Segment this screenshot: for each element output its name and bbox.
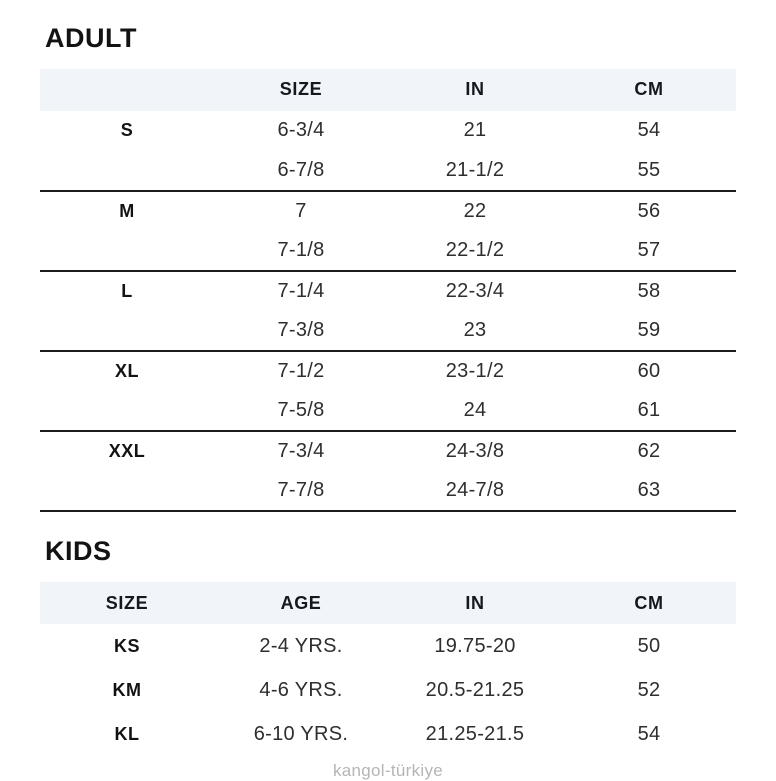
kids-header-in: IN: [388, 582, 562, 625]
table-row: S 6-3/4 21 54: [40, 111, 736, 151]
cell-in: 21: [463, 119, 487, 142]
cell-cm: 55: [562, 150, 736, 192]
table-row: 7-5/8 24 61: [40, 390, 736, 432]
cell-size: 7-1/4: [277, 279, 325, 302]
cell-in: 24-7/8: [388, 470, 562, 512]
cell-cm: 59: [562, 310, 736, 352]
watermark-text: kangol-türkiye: [332, 761, 444, 781]
kids-header-size: SIZE: [40, 582, 214, 625]
table-row: KM 4-6 YRS. 20.5-21.25 52: [40, 668, 736, 712]
cell-cm: 54: [637, 722, 661, 745]
cell-size: 7-7/8: [214, 470, 388, 512]
cell-in: 21.25-21.5: [425, 722, 525, 745]
cell-in: 20.5-21.25: [425, 678, 525, 701]
adult-size-table: SIZE IN CM S 6-3/4 21 54 6-7/8 21-1/2 55…: [40, 68, 736, 512]
adult-header-cm: CM: [562, 68, 736, 111]
table-row: 7-7/8 24-7/8 63: [40, 470, 736, 512]
size-label-l: L: [121, 280, 133, 301]
cell-size: 6-3/4: [277, 119, 325, 142]
size-label-s: S: [120, 120, 134, 141]
table-row: 7-1/8 22-1/2 57: [40, 230, 736, 272]
cell-in: 22-3/4: [445, 279, 505, 302]
cell-cm: 62: [637, 439, 661, 462]
cell-size: 7: [295, 199, 307, 222]
cell-in: 23: [388, 310, 562, 352]
cell-in: 21-1/2: [388, 150, 562, 192]
cell-cm: 50: [637, 634, 661, 657]
cell-cm: 56: [637, 199, 661, 222]
kids-header-cm: CM: [562, 582, 736, 625]
table-row: XL 7-1/2 23-1/2 60: [40, 351, 736, 391]
cell-blank: [40, 470, 214, 512]
size-label-ks: KS: [113, 635, 140, 656]
cell-in: 23-1/2: [445, 359, 505, 382]
size-label-m: M: [119, 200, 135, 221]
cell-size: 7-1/2: [277, 359, 325, 382]
table-row: M 7 22 56: [40, 191, 736, 231]
cell-blank: [40, 150, 214, 192]
kids-section-title: KIDS: [45, 535, 112, 566]
cell-size: 7-3/4: [277, 439, 325, 462]
adult-header-blank: [40, 68, 214, 111]
cell-age: 6-10 YRS.: [253, 722, 349, 745]
adult-header-in: IN: [388, 68, 562, 111]
table-row: 7-3/8 23 59: [40, 310, 736, 352]
cell-blank: [40, 310, 214, 352]
cell-age: 4-6 YRS.: [259, 678, 343, 701]
cell-blank: [40, 390, 214, 432]
kids-header-age: AGE: [214, 582, 388, 625]
cell-size: 6-7/8: [214, 150, 388, 192]
cell-in: 22-1/2: [388, 230, 562, 272]
cell-cm: 60: [637, 359, 661, 382]
cell-age: 2-4 YRS.: [259, 634, 343, 657]
table-row: KS 2-4 YRS. 19.75-20 50: [40, 624, 736, 668]
size-label-km: KM: [112, 679, 142, 700]
size-label-kl: KL: [114, 723, 140, 744]
adult-section-title: ADULT: [45, 23, 137, 53]
cell-size: 7-3/8: [214, 310, 388, 352]
cell-cm: 57: [562, 230, 736, 272]
size-label-xl: XL: [114, 360, 139, 381]
kids-size-table: SIZE AGE IN CM KS 2-4 YRS. 19.75-20 50 K…: [40, 582, 736, 756]
cell-cm: 52: [637, 678, 661, 701]
adult-header-size: SIZE: [214, 68, 388, 111]
cell-in: 19.75-20: [434, 634, 516, 657]
cell-cm: 58: [637, 279, 661, 302]
table-row: 6-7/8 21-1/2 55: [40, 150, 736, 192]
cell-cm: 54: [637, 119, 661, 142]
table-row: XXL 7-3/4 24-3/8 62: [40, 431, 736, 471]
cell-blank: [40, 230, 214, 272]
kids-table-header-row: SIZE AGE IN CM: [40, 582, 736, 625]
cell-cm: 61: [562, 390, 736, 432]
cell-in: 22: [463, 199, 487, 222]
cell-in: 24-3/8: [445, 439, 505, 462]
cell-size: 7-5/8: [214, 390, 388, 432]
cell-cm: 63: [562, 470, 736, 512]
table-row: KL 6-10 YRS. 21.25-21.5 54: [40, 712, 736, 756]
cell-size: 7-1/8: [214, 230, 388, 272]
adult-table-header-row: SIZE IN CM: [40, 68, 736, 111]
cell-in: 24: [388, 390, 562, 432]
table-row: L 7-1/4 22-3/4 58: [40, 271, 736, 311]
size-label-xxl: XXL: [108, 440, 146, 461]
